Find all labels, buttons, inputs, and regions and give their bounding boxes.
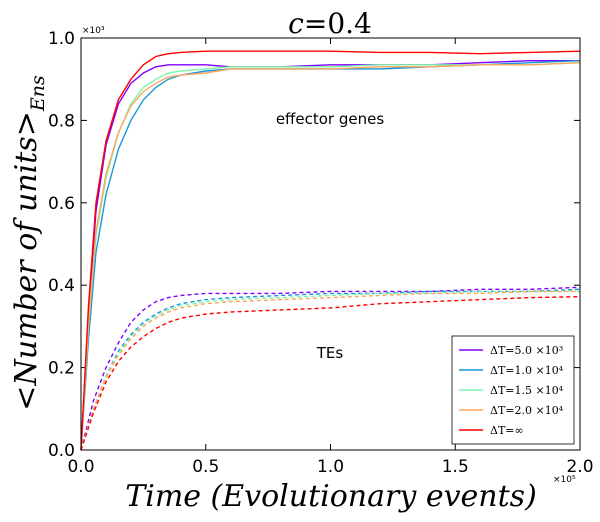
x-multiplier: ×10⁵ <box>553 475 576 485</box>
y-multiplier: ×10³ <box>82 26 105 36</box>
y-tick-label: 1.0 <box>48 29 75 49</box>
title-variable: c <box>288 7 304 40</box>
legend: ΔT=5.0 ×10³ ΔT=1.0 ×10⁴ ΔT=1.5 ×10⁴ ΔT=2.0 … <box>451 335 575 445</box>
x-tick-label: 1.5 <box>442 457 469 477</box>
x-tick-label: 1.0 <box>317 457 344 477</box>
x-tick-label: 0.5 <box>192 457 219 477</box>
annotation-effector-genes: effector genes <box>276 110 385 128</box>
y-tick-label: 0.8 <box>48 111 75 131</box>
legend-label: ΔT=1.0 ×10⁴ <box>490 364 564 377</box>
y-tick-label: 0.6 <box>48 194 75 214</box>
title-value: 0.4 <box>327 7 372 40</box>
y-tick-label: 0.4 <box>48 276 75 296</box>
series-line-genes <box>80 62 581 451</box>
legend-label: ΔT=5.0 ×10³ <box>490 344 563 357</box>
annotation-tes: TEs <box>316 344 344 362</box>
y-axis-title: <Number of units>Ens <box>9 75 49 411</box>
x-tick-label: 0.0 <box>67 457 94 477</box>
y-tick-label: 0.2 <box>48 359 75 379</box>
plot-frame <box>80 37 581 451</box>
y-tick-label: 0.0 <box>48 441 75 461</box>
axis-ticks: 0.0 0.5 1.0 1.5 2.0 0.0 0.2 0.4 0.6 0.8 1.0 <box>48 29 594 477</box>
x-axis-title: Time (Evolutionary events) <box>125 479 537 514</box>
y-axis-title-main: <Number of units> <box>9 111 44 411</box>
x-tick-label: 2.0 <box>566 457 593 477</box>
series-line-tes <box>80 288 581 451</box>
series-line-tes <box>80 296 581 451</box>
title-equals: = <box>304 7 327 40</box>
legend-label: ΔT=2.0 ×10⁴ <box>490 404 564 417</box>
series-line-genes <box>80 62 581 451</box>
y-axis-title-subscript: Ens <box>27 75 49 112</box>
series-line-tes <box>80 290 580 451</box>
chart-title: c=0.4 <box>288 7 372 40</box>
series-group <box>80 50 581 451</box>
legend-label: ΔT=∞ <box>490 424 524 437</box>
series-line-genes <box>80 50 581 451</box>
legend-label: ΔT=1.5 ×10⁴ <box>490 384 564 397</box>
